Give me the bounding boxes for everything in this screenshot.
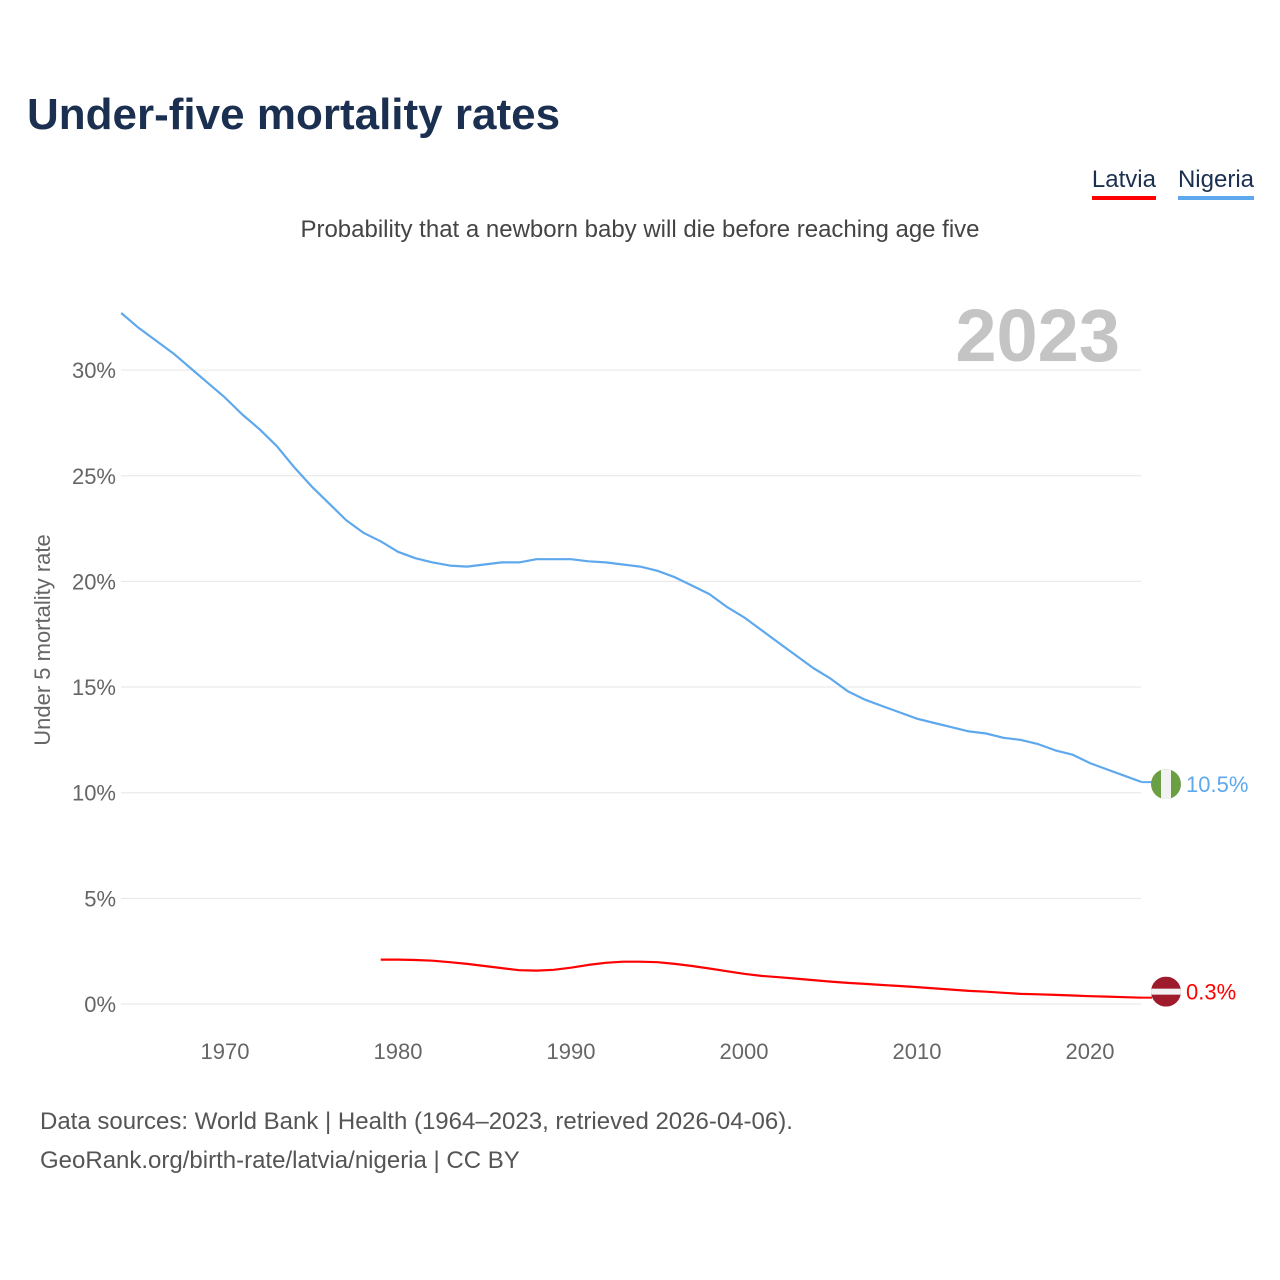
x-tick-label: 1980	[374, 1039, 423, 1064]
x-tick-label: 1990	[547, 1039, 596, 1064]
x-tick-label: 1970	[201, 1039, 250, 1064]
y-tick-label: 10%	[72, 781, 116, 806]
end-value-label-latvia: 0.3%	[1186, 980, 1236, 1005]
series-line-nigeria	[120, 312, 1143, 784]
legend: Latvia Nigeria	[1091, 166, 1254, 200]
y-tick-label: 30%	[72, 358, 116, 383]
series-line-latvia	[380, 958, 1142, 999]
x-tick-label: 2010	[893, 1039, 942, 1064]
x-tick-label: 2000	[720, 1039, 769, 1064]
y-axis-label: Under 5 mortality rate	[30, 534, 55, 746]
y-tick-label: 0%	[84, 992, 116, 1017]
legend-latvia[interactable]: Latvia	[1091, 166, 1156, 200]
end-value-label-nigeria: 10.5%	[1186, 772, 1248, 797]
legend-nigeria[interactable]: Nigeria	[1177, 166, 1254, 200]
y-tick-label: 25%	[72, 464, 116, 489]
year-label: 2023	[955, 294, 1120, 377]
chart-title: Under-five mortality rates	[27, 90, 561, 139]
x-tick-label: 2020	[1066, 1039, 1115, 1064]
footer-sources: Data sources: World Bank | Health (1964–…	[40, 1108, 793, 1135]
y-tick-label: 5%	[84, 886, 116, 911]
nigeria-flag-icon	[1151, 769, 1181, 800]
footer-link[interactable]: GeoRank.org/birth-rate/latvia/nigeria | …	[40, 1147, 520, 1174]
latvia-flag-icon	[1151, 976, 1181, 1007]
chart-subtitle: Probability that a newborn baby will die…	[300, 216, 980, 243]
y-tick-label: 20%	[72, 569, 116, 594]
y-tick-label: 15%	[72, 675, 116, 700]
